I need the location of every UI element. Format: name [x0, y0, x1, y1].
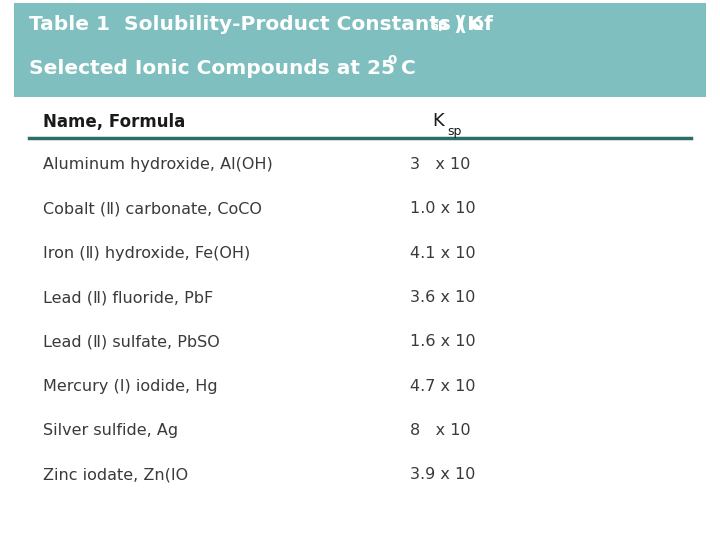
- Text: Silver sulfide, Ag: Silver sulfide, Ag: [43, 423, 179, 438]
- Text: Iron (Ⅱ) hydroxide, Fe(OH): Iron (Ⅱ) hydroxide, Fe(OH): [43, 246, 251, 261]
- Text: Zinc iodate, Zn(IO: Zinc iodate, Zn(IO: [43, 467, 189, 482]
- Text: Lead (Ⅱ) sulfate, PbSO: Lead (Ⅱ) sulfate, PbSO: [43, 334, 220, 349]
- Text: Name, Formula: Name, Formula: [43, 112, 186, 131]
- Text: ) of: ) of: [454, 15, 492, 34]
- Text: Cobalt (Ⅱ) carbonate, CoCO: Cobalt (Ⅱ) carbonate, CoCO: [43, 201, 262, 217]
- Text: K: K: [432, 112, 444, 131]
- Text: Selected Ionic Compounds at 25: Selected Ionic Compounds at 25: [29, 59, 395, 78]
- Text: 8   x 10: 8 x 10: [410, 423, 471, 438]
- Text: 4.1 x 10: 4.1 x 10: [410, 246, 476, 261]
- Text: C: C: [401, 59, 415, 78]
- Text: Table 1  Solubility-Product Constants (K: Table 1 Solubility-Product Constants (K: [29, 15, 482, 34]
- Text: 3.9 x 10: 3.9 x 10: [410, 467, 476, 482]
- FancyBboxPatch shape: [14, 3, 706, 97]
- Text: sp: sp: [447, 125, 462, 138]
- Text: Mercury (Ⅰ) iodide, Hg: Mercury (Ⅰ) iodide, Hg: [43, 379, 218, 394]
- Text: 1.6 x 10: 1.6 x 10: [410, 334, 476, 349]
- Text: 3.6 x 10: 3.6 x 10: [410, 290, 476, 305]
- Text: Lead (Ⅱ) fluoride, PbF: Lead (Ⅱ) fluoride, PbF: [43, 290, 213, 305]
- Text: 4.7 x 10: 4.7 x 10: [410, 379, 476, 394]
- Text: sp: sp: [431, 18, 448, 31]
- Text: Aluminum hydroxide, Al(OH): Aluminum hydroxide, Al(OH): [43, 157, 273, 172]
- Text: 0: 0: [387, 53, 397, 67]
- Text: 3   x 10: 3 x 10: [410, 157, 471, 172]
- Text: 1.0 x 10: 1.0 x 10: [410, 201, 476, 217]
